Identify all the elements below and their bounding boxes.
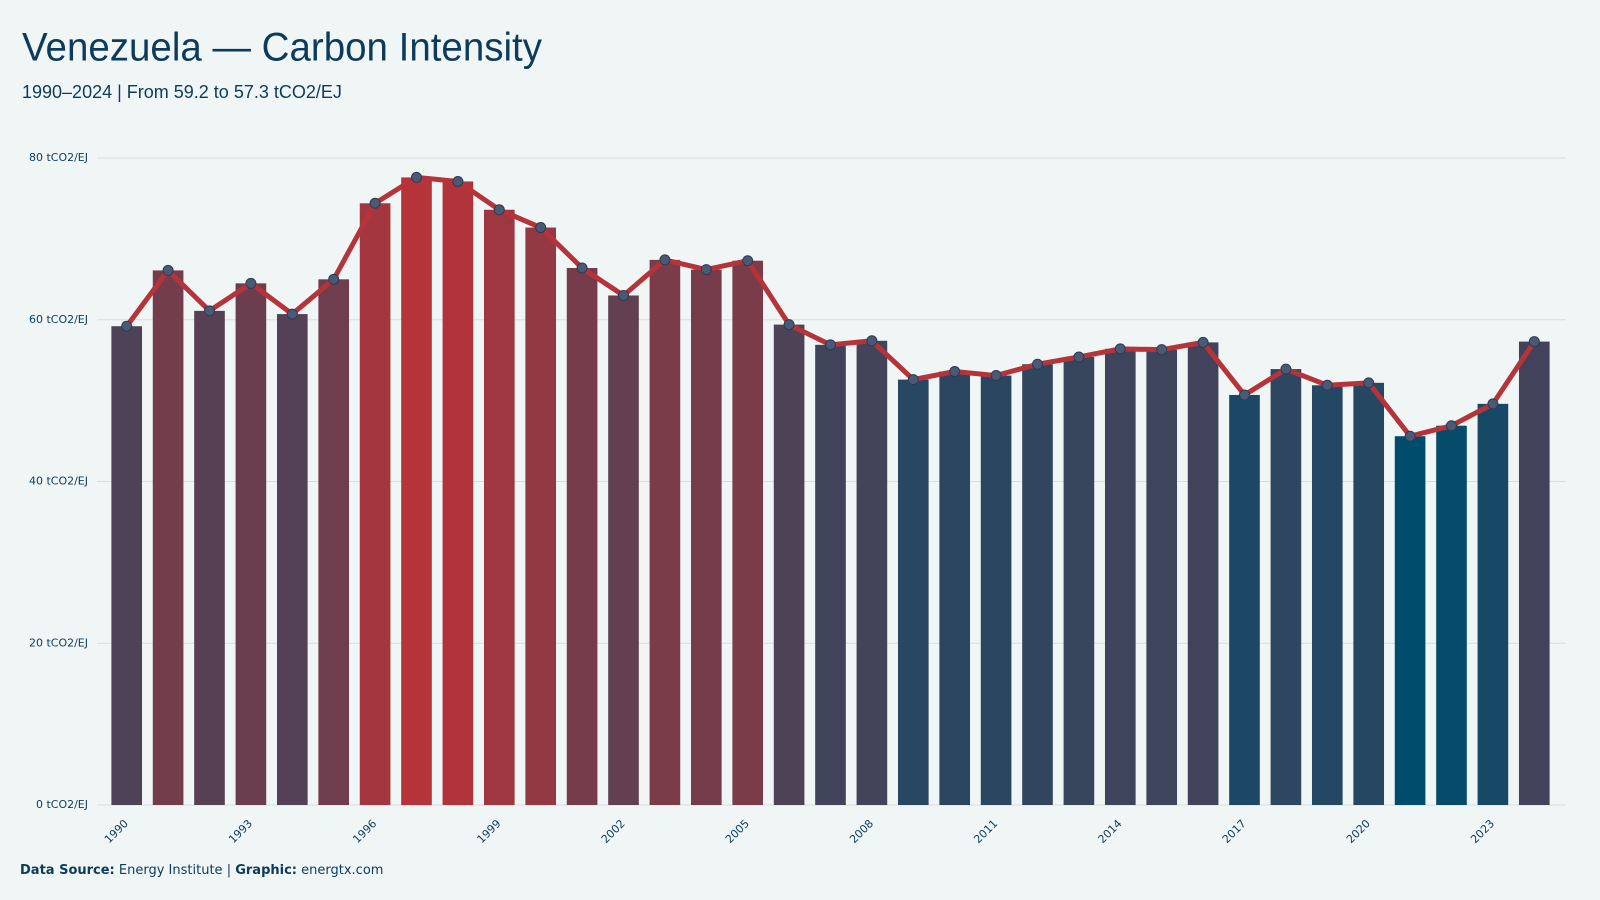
- bar: [608, 295, 639, 805]
- footer-separator: |: [227, 863, 231, 878]
- point: [1156, 344, 1168, 356]
- bar: [483, 209, 515, 805]
- y-tick-label: 80 tCO2/EJ: [29, 151, 88, 164]
- bar: [1270, 369, 1302, 805]
- point: [659, 254, 671, 266]
- chart-title: Venezuela — Carbon Intensity: [22, 26, 542, 70]
- point: [949, 366, 961, 378]
- y-tick-label: 60 tCO2/EJ: [29, 313, 88, 326]
- point: [907, 374, 919, 386]
- bar: [401, 177, 432, 805]
- point: [204, 305, 215, 317]
- footer-graphic-label: Graphic:: [235, 863, 297, 878]
- bar: [815, 344, 846, 805]
- y-tick-label: 20 tCO2/EJ: [29, 636, 88, 649]
- y-tick-label: 0 tCO2/EJ: [36, 798, 88, 811]
- point: [452, 175, 464, 187]
- point: [493, 204, 505, 216]
- bar: [1436, 425, 1467, 805]
- point: [1280, 363, 1292, 375]
- point: [1487, 398, 1499, 410]
- bar: [1311, 385, 1343, 805]
- bar: [1229, 394, 1260, 805]
- bar: [1187, 342, 1219, 805]
- bar: [856, 340, 888, 805]
- bar: [152, 270, 184, 805]
- point: [369, 197, 381, 209]
- bar: [276, 314, 308, 805]
- footer: Data Source: Energy Institute | Graphic:…: [20, 863, 383, 878]
- chart-subtitle: 1990–2024 | From 59.2 to 57.3 tCO2/EJ: [22, 82, 342, 102]
- point: [1239, 389, 1250, 401]
- point: [535, 222, 547, 234]
- point: [1114, 343, 1126, 355]
- bar: [318, 279, 350, 805]
- bar: [525, 227, 557, 806]
- point: [1528, 336, 1540, 348]
- bar: [732, 260, 764, 805]
- footer-source-label: Data Source:: [20, 863, 115, 878]
- bar: [1104, 348, 1136, 805]
- point: [783, 319, 795, 331]
- point: [825, 339, 836, 351]
- point: [121, 320, 133, 332]
- bar: [1146, 349, 1178, 805]
- point: [1073, 351, 1085, 363]
- bar: [773, 324, 805, 805]
- bar: [1518, 341, 1550, 805]
- point: [411, 171, 422, 183]
- point: [576, 262, 588, 274]
- bar: [566, 267, 598, 805]
- footer-source: Energy Institute: [119, 863, 223, 878]
- point: [1404, 430, 1416, 442]
- point: [866, 335, 878, 347]
- point: [1363, 377, 1375, 389]
- bar: [359, 203, 391, 806]
- bar: [690, 269, 722, 805]
- bar: [235, 283, 267, 805]
- bar: [1022, 364, 1053, 805]
- point: [618, 289, 629, 301]
- bar: [194, 310, 225, 805]
- point: [1032, 358, 1043, 370]
- point: [286, 308, 298, 320]
- point: [990, 370, 1002, 382]
- y-tick-label: 40 tCO2/EJ: [29, 475, 88, 488]
- bar: [897, 379, 929, 805]
- bar: [939, 371, 971, 805]
- point: [328, 273, 340, 285]
- point: [1197, 336, 1209, 348]
- bar: [442, 181, 474, 806]
- bar: [1353, 382, 1385, 805]
- point: [1446, 420, 1457, 432]
- footer-graphic: energtx.com: [301, 863, 383, 878]
- bar: [1477, 403, 1509, 805]
- point: [700, 264, 712, 276]
- point: [742, 255, 754, 267]
- point: [162, 264, 174, 276]
- bar: [980, 375, 1012, 805]
- bar: [649, 259, 681, 806]
- point: [1321, 379, 1333, 391]
- bar: [111, 326, 143, 805]
- bar: [1063, 356, 1095, 805]
- bar: [1394, 436, 1426, 805]
- point: [245, 277, 257, 289]
